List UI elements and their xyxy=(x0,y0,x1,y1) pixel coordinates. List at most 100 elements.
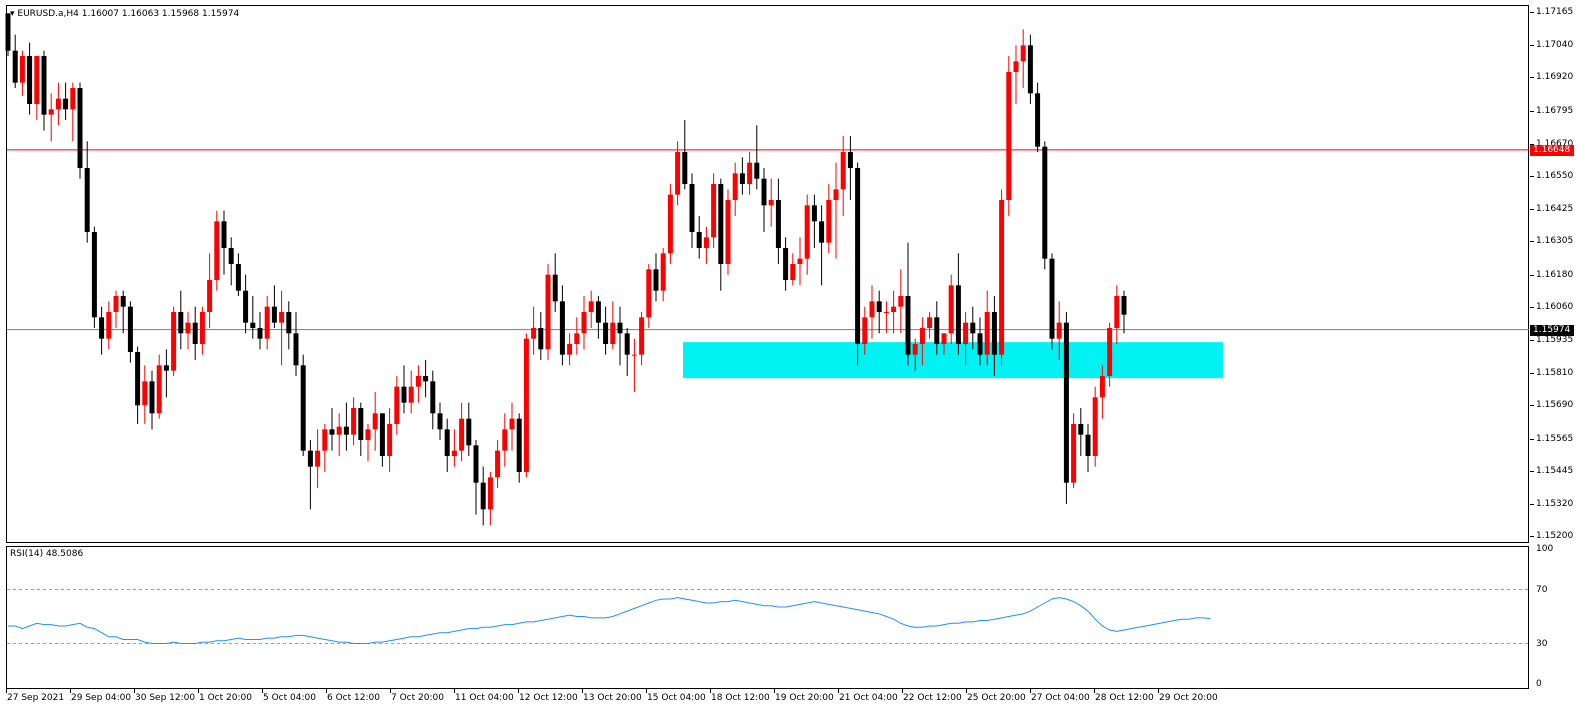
candle-body xyxy=(876,301,882,312)
candle-body xyxy=(790,264,796,280)
candle-body xyxy=(149,381,155,414)
candle-body xyxy=(1042,146,1048,259)
price-tick xyxy=(1530,504,1534,505)
candle-body xyxy=(264,306,270,339)
candle-body xyxy=(307,450,313,467)
price-tick xyxy=(1530,470,1534,472)
candle-body xyxy=(358,408,364,440)
candle-body xyxy=(804,205,810,259)
candle-body xyxy=(451,450,457,456)
candle-body xyxy=(977,333,983,355)
candle-body xyxy=(415,376,421,387)
candle-body xyxy=(207,280,213,312)
candle-body xyxy=(811,205,817,222)
candle-body xyxy=(1020,45,1026,62)
candle-body xyxy=(912,344,918,355)
candle-body xyxy=(99,317,105,339)
candle-body xyxy=(840,152,846,190)
rsi-axis-label: 30 xyxy=(1536,638,1548,649)
candle-body xyxy=(487,477,493,510)
time-tick xyxy=(710,689,711,693)
candle-body xyxy=(516,418,522,472)
time-tick xyxy=(902,689,903,693)
price-tick xyxy=(1530,12,1534,13)
candle-body xyxy=(1071,424,1077,483)
time-tick xyxy=(838,689,839,693)
candle-body xyxy=(401,386,407,403)
price-axis-label: 1.16180 xyxy=(1536,269,1574,280)
candle-body xyxy=(639,317,645,355)
triangle-down-icon[interactable]: ▾ xyxy=(10,9,15,19)
candle-body xyxy=(1049,258,1055,339)
price-tick xyxy=(1530,340,1534,341)
time-axis-label: 27 Oct 04:00 xyxy=(1031,693,1090,703)
time-axis-label: 6 Oct 12:00 xyxy=(327,693,380,703)
time-tick xyxy=(582,689,583,693)
rsi-axis-label: 100 xyxy=(1536,544,1554,554)
candle-body xyxy=(538,328,544,350)
candle-body xyxy=(41,56,47,115)
price-tick xyxy=(1530,536,1534,537)
candle-body xyxy=(19,56,25,83)
candle-body xyxy=(120,296,126,307)
candle-body xyxy=(631,354,637,356)
candle-body xyxy=(12,50,18,83)
candle-body xyxy=(624,333,630,355)
candle-body xyxy=(34,56,40,104)
candle-body xyxy=(689,184,695,232)
candle-body xyxy=(502,429,508,451)
candle-body xyxy=(948,285,954,334)
candle-body xyxy=(1056,322,1062,339)
price-tick xyxy=(1530,306,1534,308)
candle-body xyxy=(178,312,184,334)
candle-body xyxy=(567,344,573,355)
rsi-line xyxy=(8,597,1211,644)
candle-body xyxy=(48,109,54,115)
price-tick xyxy=(1530,209,1534,211)
candle-body xyxy=(883,312,889,313)
time-axis-label: 15 Oct 04:00 xyxy=(647,693,706,703)
candle-body xyxy=(646,269,652,318)
candle-body xyxy=(235,264,241,291)
candle-body xyxy=(430,381,436,414)
rsi-info-header: RSI(14) 48.5086 xyxy=(10,549,84,559)
candle-body xyxy=(372,413,378,430)
candle-body xyxy=(819,221,825,243)
candle-body xyxy=(408,386,414,403)
price-tick xyxy=(1530,77,1534,79)
candle-body xyxy=(862,317,868,344)
candle-body xyxy=(1099,376,1105,398)
price-axis-label: 1.16425 xyxy=(1536,204,1574,215)
resistance-price-badge: 1.16648 xyxy=(1530,144,1574,156)
candle-body xyxy=(192,322,198,344)
time-axis-label: 5 Oct 04:00 xyxy=(263,693,316,703)
candle-body xyxy=(523,338,529,472)
candle-body xyxy=(603,322,609,344)
time-tick xyxy=(1030,689,1031,693)
candle-body xyxy=(1085,434,1091,456)
candle-body xyxy=(466,418,472,446)
candle-body xyxy=(480,482,486,510)
time-tick xyxy=(326,689,327,693)
price-axis-label: 1.17165 xyxy=(1536,7,1574,17)
rsi-indicator-pane[interactable] xyxy=(6,546,1529,689)
candle-body xyxy=(898,296,904,307)
candle-body xyxy=(552,274,558,302)
candle-body xyxy=(574,333,580,344)
candle-body xyxy=(1092,397,1098,456)
candle-body xyxy=(610,322,616,344)
candle-body xyxy=(171,312,177,371)
time-tick xyxy=(454,689,455,693)
price-axis-label: 1.16795 xyxy=(1536,105,1574,116)
price-chart-pane[interactable] xyxy=(6,5,1529,543)
time-axis-label: 30 Sep 12:00 xyxy=(135,693,196,703)
candle-body xyxy=(732,173,738,200)
candle-body xyxy=(703,237,709,248)
time-axis-label: 7 Oct 20:00 xyxy=(391,693,444,703)
price-axis-label: 1.15935 xyxy=(1536,335,1574,345)
candle-body xyxy=(185,322,191,334)
candle-body xyxy=(725,200,731,264)
price-axis-label: 1.17040 xyxy=(1536,40,1574,51)
